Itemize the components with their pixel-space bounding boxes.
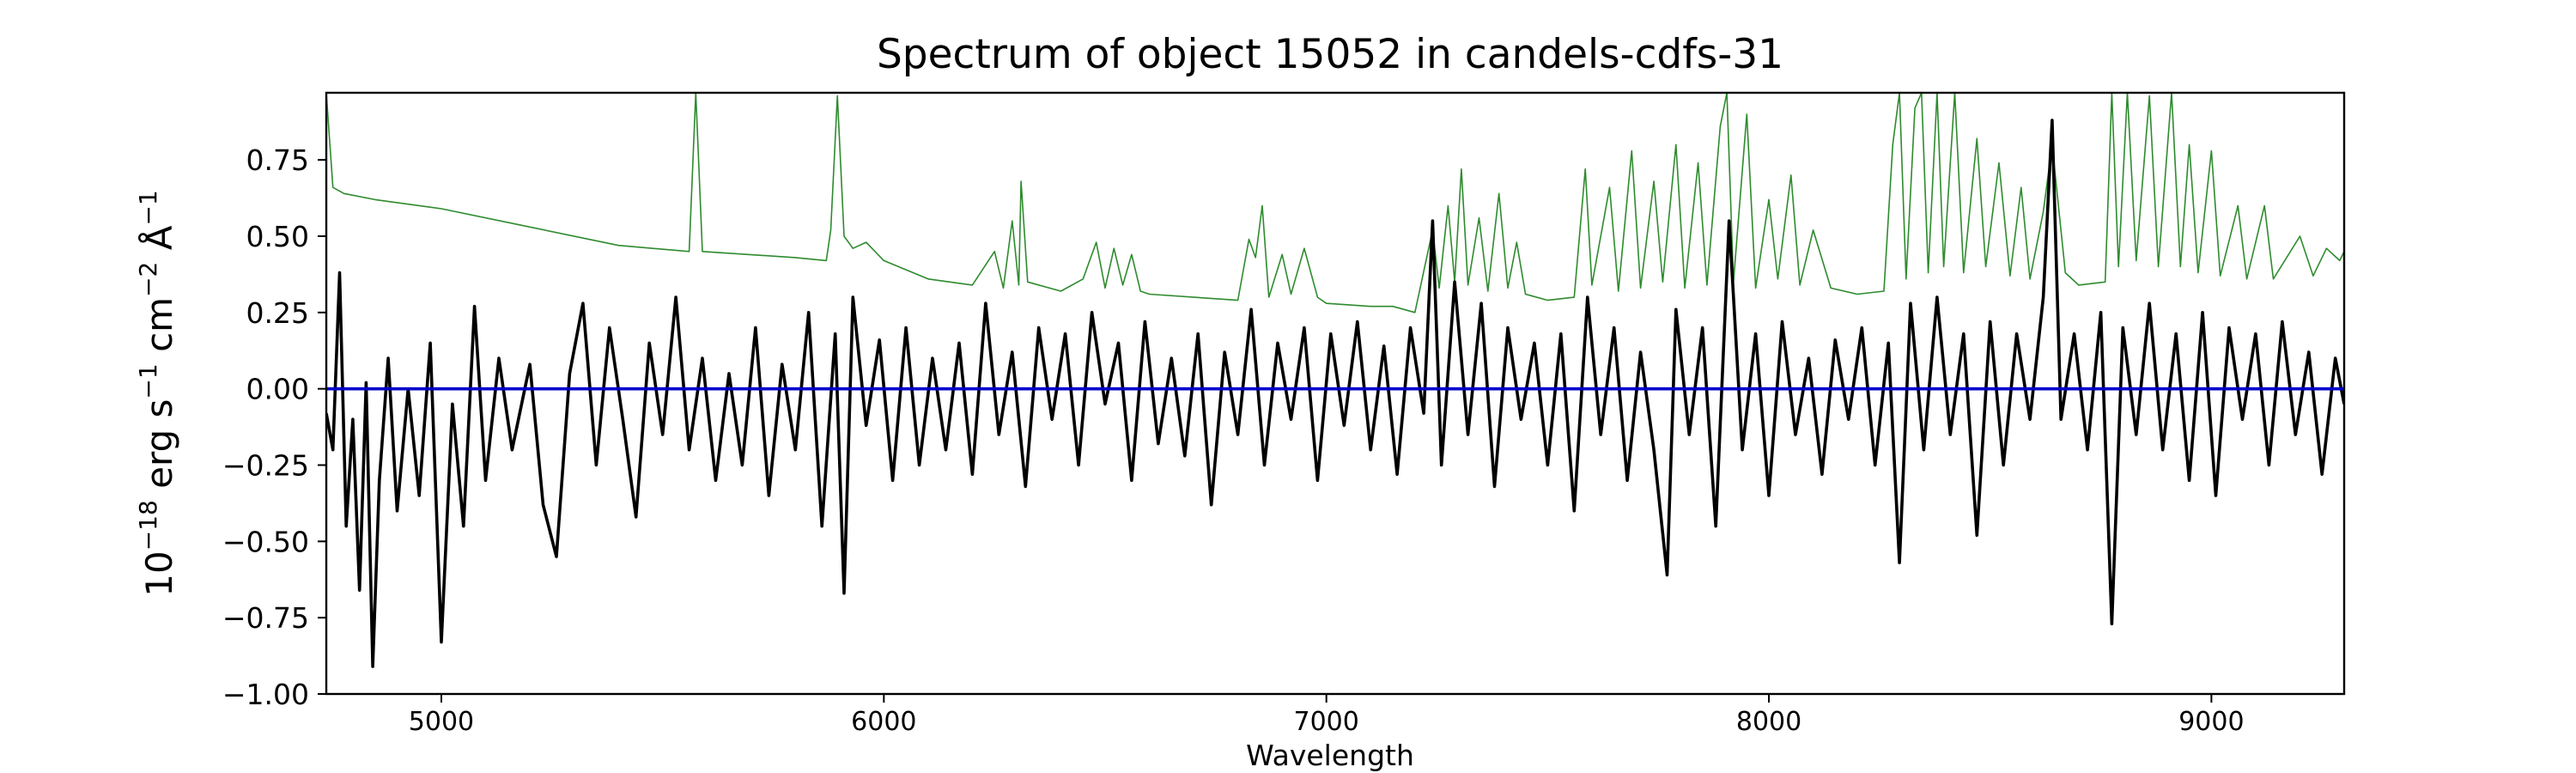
ylabel-exp1: −18 bbox=[134, 500, 162, 551]
x-tick-label: 7000 bbox=[1294, 707, 1359, 737]
y-tick-label: −0.50 bbox=[222, 525, 309, 558]
y-tick-label: −1.00 bbox=[222, 678, 309, 711]
x-tick-label: 8000 bbox=[1736, 707, 1801, 737]
y-axis-label: 10−18 erg s−1 cm−2 Å−1 bbox=[134, 190, 180, 596]
chart-title: Spectrum of object 15052 in candels-cdfs… bbox=[877, 31, 1783, 78]
x-tick-label: 6000 bbox=[851, 707, 916, 737]
y-tick-label: 0.50 bbox=[246, 220, 309, 253]
ylabel-exp3: −2 bbox=[134, 262, 162, 297]
plot-frame bbox=[325, 91, 2346, 696]
y-tick-label: 0.25 bbox=[246, 296, 309, 330]
series-flux-line bbox=[326, 119, 2344, 668]
plot-area: 5000 6000 7000 8000 9000 0.75 0.50 0.25 0.00 −0.2… bbox=[222, 91, 2346, 737]
ylabel-exp2: −1 bbox=[134, 363, 162, 399]
ylabel-unit1: erg s bbox=[138, 399, 180, 501]
y-tick-label: −0.25 bbox=[222, 449, 309, 483]
series-error-line bbox=[326, 93, 2344, 313]
y-tick-label: −0.75 bbox=[222, 601, 309, 635]
y-tick-label: 0.00 bbox=[246, 373, 309, 406]
ylabel-exp4: −1 bbox=[134, 190, 162, 225]
ylabel-unit3: Å bbox=[137, 225, 180, 261]
x-tick-label: 9000 bbox=[2178, 707, 2244, 737]
ylabel-unit2: cm bbox=[138, 297, 180, 363]
x-axis-label: Wavelength bbox=[1246, 739, 1414, 772]
ylabel-base: 10 bbox=[138, 551, 180, 596]
x-tick-label: 5000 bbox=[409, 707, 474, 737]
y-tick-label: 0.75 bbox=[246, 143, 309, 177]
